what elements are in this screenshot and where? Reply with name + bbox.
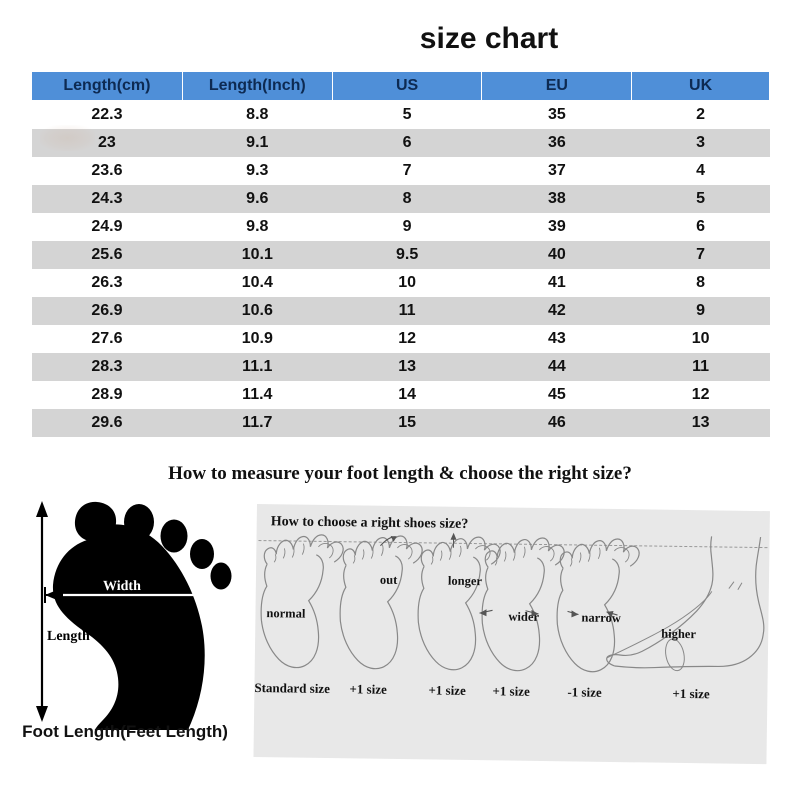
- svg-text:longer: longer: [448, 574, 483, 588]
- svg-text:out: out: [380, 573, 398, 587]
- svg-text:Width: Width: [103, 579, 141, 594]
- svg-text:+1 size: +1 size: [349, 681, 387, 697]
- svg-text:Standard size: Standard size: [254, 680, 330, 696]
- svg-text:higher: higher: [661, 627, 696, 641]
- svg-text:+1 size: +1 size: [492, 683, 530, 699]
- svg-text:-1 size: -1 size: [567, 684, 602, 699]
- svg-text:normal: normal: [266, 606, 306, 621]
- svg-text:+1 size: +1 size: [672, 686, 710, 702]
- svg-text:narrow: narrow: [581, 611, 621, 626]
- svg-text:wider: wider: [508, 610, 539, 624]
- svg-text:+1 size: +1 size: [428, 682, 466, 698]
- svg-text:Length: Length: [47, 629, 90, 644]
